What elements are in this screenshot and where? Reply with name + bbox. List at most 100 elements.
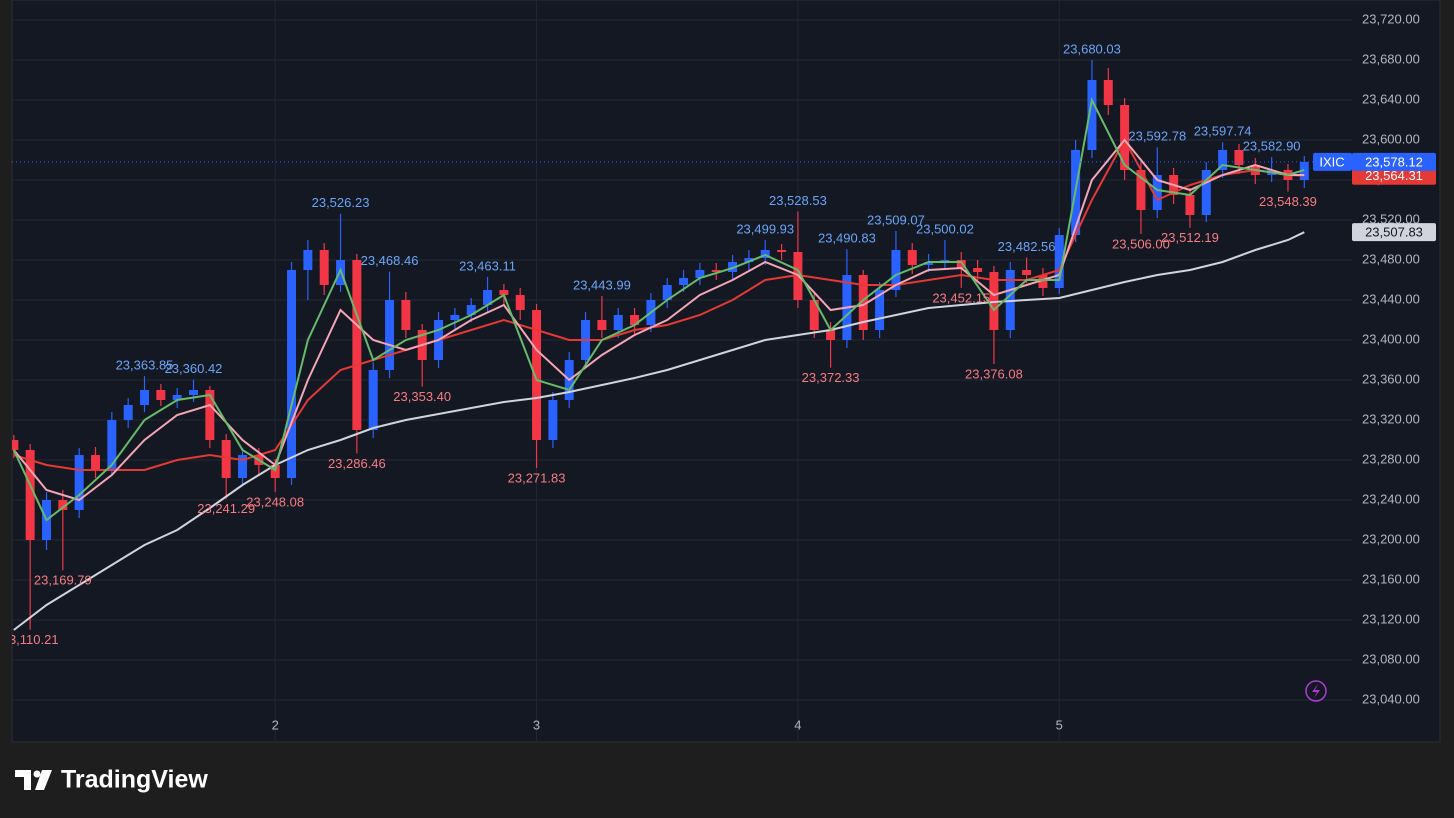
candle-body <box>221 440 231 478</box>
ma-price-tag-label: 23,564.31 <box>1365 168 1423 183</box>
candle-body <box>450 315 460 320</box>
candle-body <box>270 465 280 478</box>
candle-body <box>319 250 329 285</box>
candle-body <box>466 305 476 315</box>
high-label: 23,597.74 <box>1194 124 1252 139</box>
y-tick-label: 23,200.00 <box>1362 531 1420 546</box>
y-tick-label: 23,600.00 <box>1362 131 1420 146</box>
y-tick-label: 23,160.00 <box>1362 571 1420 586</box>
candle-body <box>238 455 248 478</box>
candle-body <box>1120 105 1130 170</box>
last-price-tag-label: 23,578.12 <box>1365 154 1423 169</box>
candle-body <box>483 290 493 305</box>
high-label: 23,509.07 <box>867 212 925 227</box>
candle-body <box>532 310 542 440</box>
candle-body <box>1136 170 1146 210</box>
candle-body <box>924 262 934 265</box>
candle-body <box>777 250 787 252</box>
y-tick-label: 23,240.00 <box>1362 491 1420 506</box>
high-label: 23,490.83 <box>818 231 876 246</box>
y-tick-label: 23,360.00 <box>1362 371 1420 386</box>
logo-slash <box>35 770 52 790</box>
candle-body <box>1103 80 1113 105</box>
grid <box>12 0 1352 742</box>
candle-body <box>515 295 525 310</box>
moving-average <box>13 231 1305 631</box>
y-tick-label: 23,680.00 <box>1362 51 1420 66</box>
low-label: 23,372.33 <box>802 370 860 385</box>
high-label: 23,363.85 <box>116 358 174 373</box>
candle-body <box>156 390 166 400</box>
symbol-tag <box>1313 152 1352 171</box>
candle-body <box>1038 275 1048 288</box>
logo-mark <box>15 770 31 790</box>
y-tick-label: 23,280.00 <box>1362 451 1420 466</box>
high-label: 23,500.02 <box>916 221 974 236</box>
alert-bolt <box>1312 684 1320 698</box>
low-label: 23,248.08 <box>246 494 304 509</box>
low-label: 23,506.00 <box>1112 236 1170 251</box>
y-tick-label: 23,320.00 <box>1362 411 1420 426</box>
high-label: 23,582.90 <box>1243 139 1301 154</box>
last-price-tag <box>1352 152 1436 171</box>
high-label: 23,463.11 <box>459 258 516 273</box>
moving-average <box>13 137 1305 471</box>
candle-body <box>107 420 117 470</box>
candle-body <box>679 278 689 285</box>
candle-body <box>630 315 640 325</box>
candle-body <box>907 250 917 265</box>
candle-body <box>858 275 868 330</box>
candle-body <box>695 270 705 278</box>
candle-body <box>385 300 395 370</box>
alert-icon[interactable] <box>1305 680 1327 702</box>
candle-body <box>1152 175 1162 210</box>
price-tags: 23,507.83 23,564.31 IXIC 23,578.12 <box>1313 152 1436 242</box>
low-label: 23,353.40 <box>393 389 451 404</box>
low-label: 23,169.79 <box>34 573 92 588</box>
low-label: 23,110.21 <box>2 632 59 647</box>
candle-body <box>744 258 754 262</box>
low-label: 23,286.46 <box>328 456 386 471</box>
candle-body <box>140 390 150 405</box>
candle-body <box>809 300 819 330</box>
candle-body <box>548 400 558 440</box>
low-label: 23,548.39 <box>1259 194 1317 209</box>
candle-body <box>25 450 35 540</box>
candle-body <box>1201 170 1211 215</box>
y-tick-label: 23,440.00 <box>1362 291 1420 306</box>
brand: TradingView <box>61 766 208 794</box>
candle-body <box>1218 150 1228 170</box>
candle-body <box>401 300 411 330</box>
high-label: 23,528.53 <box>769 193 827 208</box>
candle-body <box>597 320 607 330</box>
candle-body <box>1087 80 1097 150</box>
y-tick-label: 23,400.00 <box>1362 331 1420 346</box>
ma-price-tag <box>1352 223 1436 242</box>
y-tick-label: 23,040.00 <box>1362 691 1420 706</box>
y-tick-label: 23,480.00 <box>1362 251 1420 266</box>
logo-dot <box>33 770 41 778</box>
candle-body <box>91 455 100 470</box>
logo: TradingView <box>15 766 208 794</box>
y-tick-label: 23,080.00 <box>1362 651 1420 666</box>
candle-body <box>711 270 721 272</box>
moving-average <box>12 96 1305 522</box>
candle-body <box>303 250 313 270</box>
y-tick-label: 23,720.00 <box>1362 11 1420 26</box>
high-label: 23,680.03 <box>1063 41 1121 56</box>
candle-body <box>891 250 901 290</box>
x-tick-label: 3 <box>533 717 540 732</box>
high-label: 23,360.42 <box>165 361 223 376</box>
high-label: 23,468.46 <box>361 253 419 268</box>
x-tick-label: 5 <box>1056 717 1063 732</box>
chart-panel <box>11 0 1441 743</box>
high-label: 23,526.23 <box>312 195 370 210</box>
candle-body <box>189 390 199 395</box>
candle-body <box>499 290 509 295</box>
symbol-tag-label: IXIC <box>1319 154 1344 169</box>
candle-body <box>368 370 378 430</box>
low-label: 23,452.15 <box>932 290 990 305</box>
candle-body <box>74 455 84 510</box>
high-label: 23,592.78 <box>1128 129 1186 144</box>
